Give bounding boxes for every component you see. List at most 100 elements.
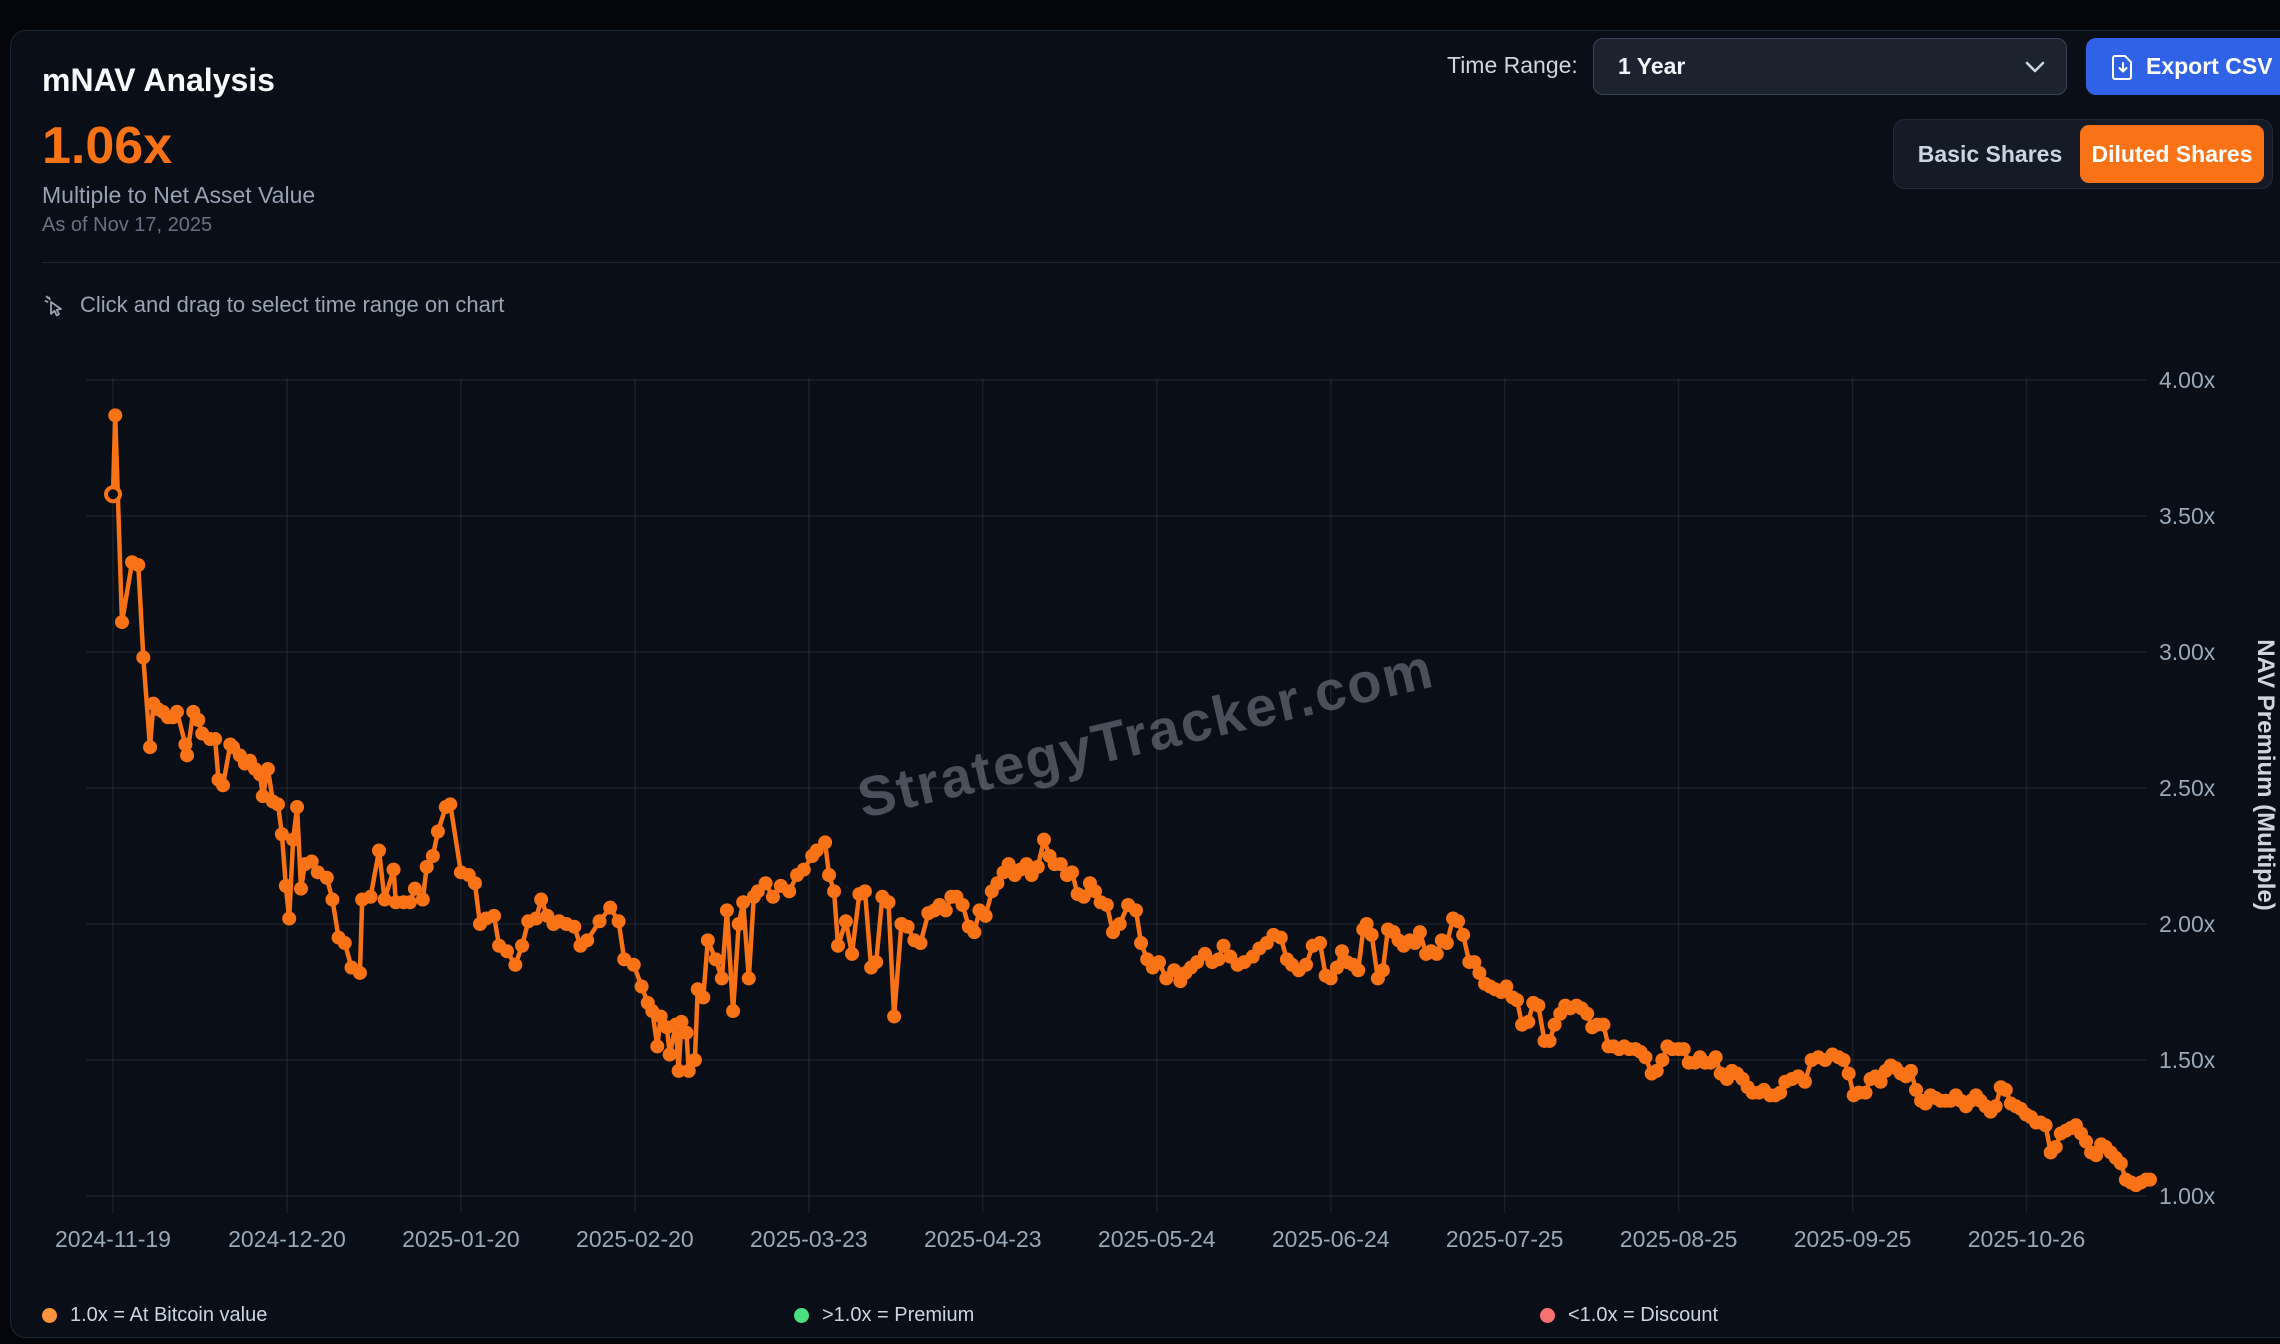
data-point [696, 990, 711, 1005]
data-point [1638, 1050, 1653, 1065]
header-divider [42, 262, 2280, 263]
data-point [1088, 884, 1103, 899]
time-range-value: 1 Year [1618, 53, 1686, 79]
y-axis-title: NAV Premium (Multiple) [2252, 639, 2279, 911]
x-tick-label: 2025-04-23 [924, 1226, 1042, 1252]
data-point [900, 919, 915, 934]
data-point [913, 936, 928, 951]
data-point [415, 892, 430, 907]
data-point [1030, 859, 1045, 874]
y-tick-label: 2.50x [2159, 775, 2216, 801]
data-point [719, 903, 734, 918]
y-tick-label: 3.00x [2159, 639, 2216, 665]
data-point [1151, 955, 1166, 970]
data-point-open [104, 485, 122, 504]
data-point [681, 1063, 696, 1078]
mnav-metric-subtitle: Multiple to Net Asset Value [42, 182, 316, 208]
data-point [978, 908, 993, 923]
data-point [674, 1014, 689, 1029]
data-point [1099, 897, 1114, 912]
data-point [178, 737, 193, 752]
data-point [869, 955, 884, 970]
data-point [1988, 1099, 2003, 1114]
data-point [758, 876, 773, 891]
chart-instruction-text: Click and drag to select time range on c… [80, 292, 505, 317]
x-tick-label: 2025-06-24 [1272, 1226, 1390, 1252]
data-point [831, 938, 846, 953]
data-point [2113, 1156, 2128, 1171]
cursor-click-icon [42, 293, 66, 317]
data-point [1439, 936, 1454, 951]
data-point [1708, 1050, 1723, 1065]
data-point [881, 895, 896, 910]
data-point [1167, 963, 1182, 978]
data-point [386, 862, 401, 877]
data-point [1211, 952, 1226, 967]
data-point [1036, 832, 1051, 847]
mnav-metric-value: 1.06x [42, 117, 173, 175]
legend-item-discount: <1.0x = Discount [1540, 1304, 1718, 1327]
data-point [2143, 1172, 2157, 1187]
basic-shares-button[interactable]: Basic Shares [1917, 140, 2063, 167]
data-point [1076, 889, 1091, 904]
legend-item-at-value: 1.0x = At Bitcoin value [42, 1304, 267, 1327]
data-point [319, 870, 334, 885]
data-point [1531, 998, 1546, 1013]
data-point [136, 650, 151, 665]
page-title: mNAV Analysis [42, 62, 275, 98]
data-point [611, 914, 626, 929]
data-point [1273, 930, 1288, 945]
data-point [108, 408, 123, 423]
export-csv-button[interactable]: Export CSV [2086, 38, 2280, 95]
data-point [845, 946, 860, 961]
data-point [592, 914, 607, 929]
data-point [1313, 936, 1328, 951]
data-point [1873, 1074, 1888, 1089]
data-point [499, 944, 514, 959]
data-point [1128, 903, 1143, 918]
data-point [796, 862, 811, 877]
data-point [1053, 857, 1068, 872]
data-point [1412, 925, 1427, 940]
data-point [1359, 917, 1374, 931]
y-tick-label: 1.00x [2159, 1183, 2216, 1209]
watermark: StrategyTracker.com [852, 636, 1440, 830]
data-point [1542, 1033, 1557, 1048]
x-tick-label: 2025-03-23 [750, 1226, 868, 1252]
data-point [425, 849, 440, 863]
data-point [679, 1025, 694, 1040]
time-range-select[interactable]: 1 Year [1593, 38, 2067, 95]
legend-label-at-value: 1.0x = At Bitcoin value [70, 1304, 268, 1326]
data-point [708, 952, 723, 967]
data-point [671, 1063, 686, 1078]
data-point [1858, 1085, 1873, 1100]
data-point [1841, 1066, 1856, 1081]
data-point [736, 895, 751, 910]
data-point [1375, 963, 1390, 978]
x-tick-label: 2024-11-19 [55, 1226, 171, 1252]
x-tick-label: 2025-07-25 [1446, 1226, 1564, 1252]
data-point [1472, 965, 1487, 980]
data-point [1797, 1074, 1812, 1089]
data-point [1001, 857, 1016, 872]
diluted-shares-button[interactable]: Diluted Shares [2080, 125, 2264, 183]
data-point [1655, 1053, 1670, 1067]
data-point [508, 957, 523, 972]
x-tick-label: 2025-10-26 [1968, 1226, 2086, 1252]
x-tick-label: 2025-08-25 [1620, 1226, 1738, 1252]
data-point [1334, 944, 1349, 959]
data-point [765, 889, 780, 904]
data-point [687, 1053, 702, 1067]
data-point [653, 1009, 668, 1024]
data-point [325, 892, 340, 907]
data-point [290, 800, 305, 815]
data-point [1134, 936, 1149, 951]
data-point [700, 933, 715, 948]
data-point [114, 615, 129, 630]
data-point [567, 919, 582, 934]
data-point [487, 908, 502, 923]
data-point [1499, 979, 1514, 994]
file-download-icon [2112, 54, 2134, 80]
data-point [1019, 857, 1034, 872]
